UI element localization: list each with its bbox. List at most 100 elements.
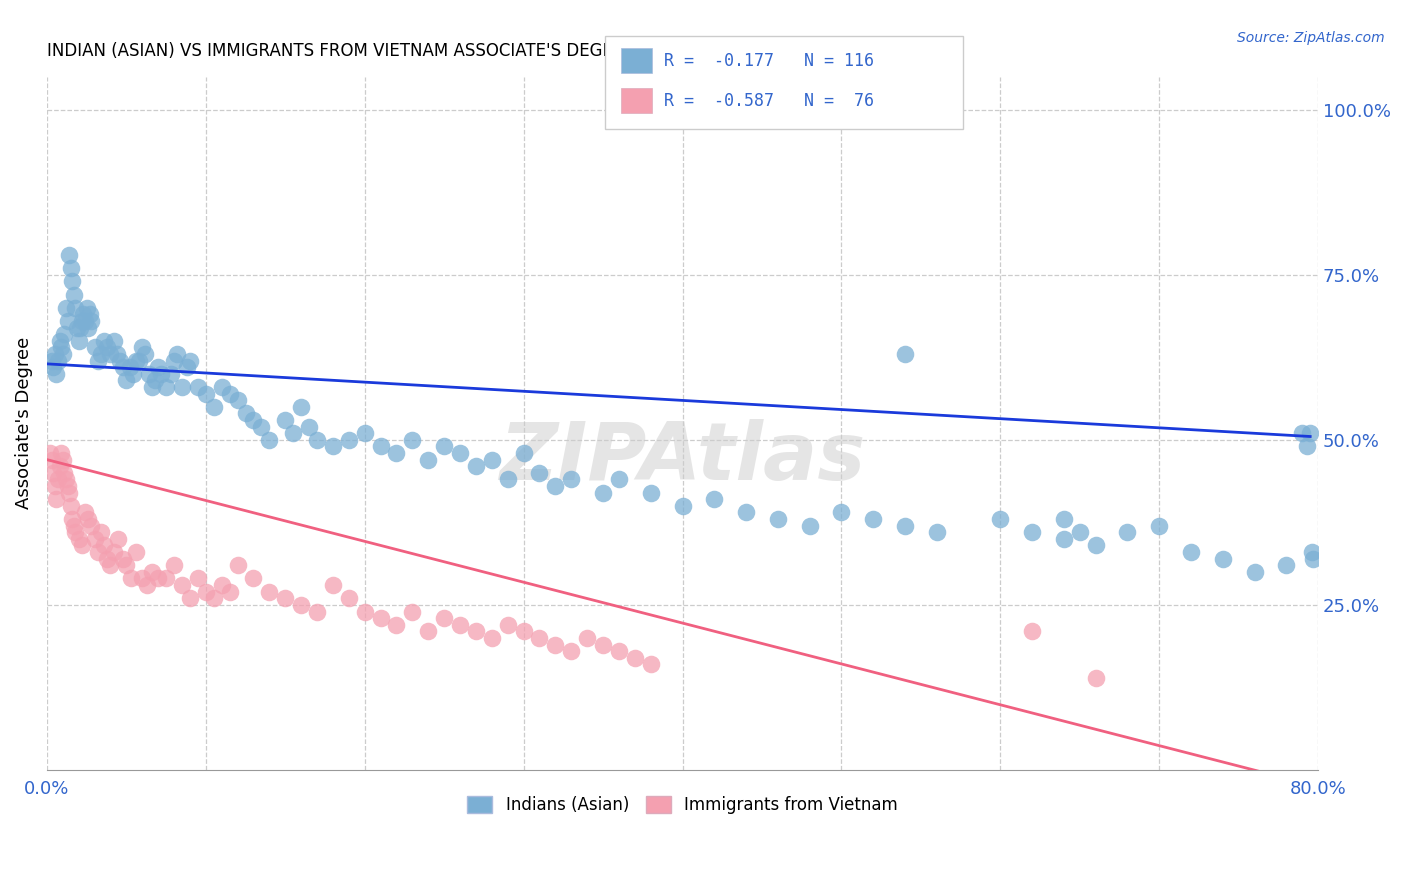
Point	[481, 631, 503, 645]
Point	[1053, 512, 1076, 526]
Point	[60, 512, 83, 526]
Point	[187, 380, 209, 394]
Text: INDIAN (ASIAN) VS IMMIGRANTS FROM VIETNAM ASSOCIATE'S DEGREE CORRELATION CHART: INDIAN (ASIAN) VS IMMIGRANTS FROM VIETNA…	[46, 42, 820, 60]
Point	[146, 572, 169, 586]
Point	[170, 380, 193, 394]
Point	[160, 367, 183, 381]
Point	[250, 419, 273, 434]
Point	[115, 558, 138, 573]
Point	[93, 539, 115, 553]
Point	[799, 518, 821, 533]
Point	[70, 314, 93, 328]
Legend: Indians (Asian), Immigrants from Vietnam: Indians (Asian), Immigrants from Vietnam	[457, 786, 908, 824]
Point	[39, 446, 62, 460]
Point	[51, 340, 73, 354]
Point	[1243, 565, 1265, 579]
Point	[283, 426, 305, 441]
Point	[96, 551, 118, 566]
Point	[259, 584, 281, 599]
Point	[58, 485, 80, 500]
Point	[46, 472, 69, 486]
Point	[290, 598, 312, 612]
Point	[120, 572, 142, 586]
Point	[370, 439, 392, 453]
Text: R =  -0.587   N =  76: R = -0.587 N = 76	[664, 92, 873, 110]
Point	[202, 591, 225, 606]
Point	[179, 353, 201, 368]
Point	[163, 353, 186, 368]
Point	[72, 307, 94, 321]
Point	[496, 472, 519, 486]
Point	[170, 578, 193, 592]
Point	[69, 320, 91, 334]
Point	[42, 466, 65, 480]
Point	[103, 545, 125, 559]
Point	[529, 466, 551, 480]
Point	[48, 334, 70, 348]
Point	[1021, 624, 1043, 639]
Point	[143, 373, 166, 387]
Text: ZIPAtlas: ZIPAtlas	[499, 419, 866, 497]
Point	[353, 605, 375, 619]
Point	[433, 439, 456, 453]
Point	[55, 472, 77, 486]
Point	[401, 605, 423, 619]
Point	[1291, 426, 1313, 441]
Y-axis label: Associate's Degree: Associate's Degree	[15, 337, 32, 509]
Point	[766, 512, 789, 526]
Point	[218, 386, 240, 401]
Point	[65, 525, 87, 540]
Point	[1021, 525, 1043, 540]
Point	[592, 638, 614, 652]
Point	[1301, 545, 1323, 559]
Point	[1053, 532, 1076, 546]
Point	[41, 452, 63, 467]
Point	[100, 347, 122, 361]
Point	[202, 400, 225, 414]
Point	[544, 479, 567, 493]
Point	[592, 485, 614, 500]
Point	[1069, 525, 1091, 540]
Point	[125, 545, 148, 559]
Point	[44, 479, 66, 493]
Point	[155, 572, 177, 586]
Point	[53, 466, 76, 480]
Point	[87, 545, 110, 559]
Point	[77, 320, 100, 334]
Point	[529, 631, 551, 645]
Point	[1212, 551, 1234, 566]
Point	[988, 512, 1011, 526]
Point	[79, 307, 101, 321]
Point	[607, 472, 630, 486]
Point	[107, 532, 129, 546]
Point	[337, 433, 360, 447]
Point	[45, 367, 67, 381]
Point	[58, 248, 80, 262]
Point	[70, 539, 93, 553]
Point	[150, 367, 173, 381]
Text: Source: ZipAtlas.com: Source: ZipAtlas.com	[1237, 31, 1385, 45]
Point	[53, 327, 76, 342]
Point	[242, 413, 264, 427]
Point	[512, 446, 534, 460]
Point	[48, 459, 70, 474]
Point	[433, 611, 456, 625]
Point	[103, 334, 125, 348]
Point	[1084, 671, 1107, 685]
Point	[337, 591, 360, 606]
Point	[353, 426, 375, 441]
Point	[166, 347, 188, 361]
Point	[226, 393, 249, 408]
Point	[194, 386, 217, 401]
Point	[112, 551, 135, 566]
Point	[67, 334, 90, 348]
Point	[55, 301, 77, 315]
Point	[274, 591, 297, 606]
Point	[125, 353, 148, 368]
Point	[449, 446, 471, 460]
Point	[179, 591, 201, 606]
Point	[640, 485, 662, 500]
Point	[576, 631, 599, 645]
Point	[1296, 439, 1319, 453]
Point	[401, 433, 423, 447]
